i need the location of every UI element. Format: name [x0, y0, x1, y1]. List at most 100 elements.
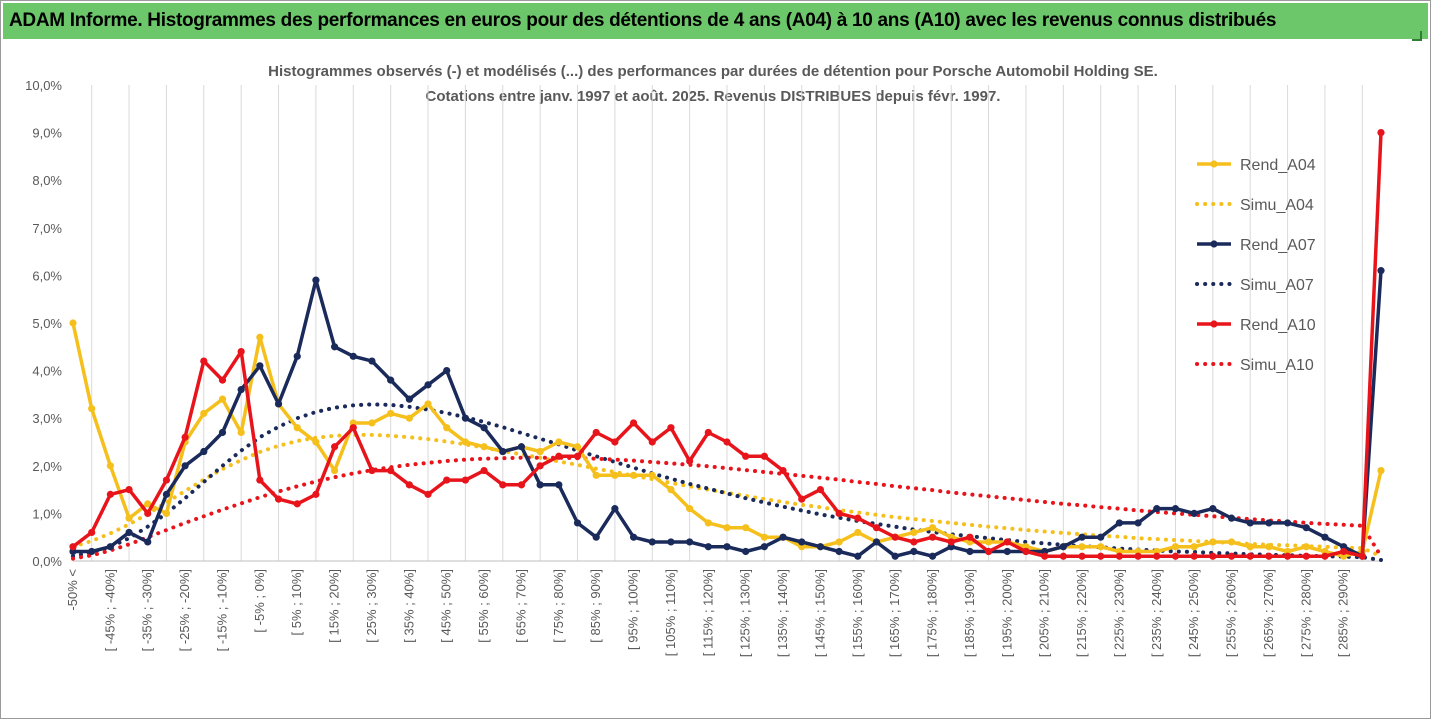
data-point [760, 533, 768, 541]
data-point [293, 424, 301, 432]
x-tick-label: [ -25% ; -20%] [177, 569, 192, 651]
data-point [256, 476, 264, 484]
data-point [1302, 543, 1310, 551]
x-tick-label: [ 95% ; 100%] [626, 569, 641, 650]
data-point [555, 438, 563, 446]
data-point [629, 471, 638, 479]
data-point [1003, 547, 1011, 556]
x-tick-label: [ 235% ; 240%] [1149, 569, 1164, 657]
data-point [816, 543, 825, 551]
data-point [1078, 543, 1086, 551]
data-point [928, 533, 937, 541]
data-point [872, 538, 881, 546]
data-point [1115, 552, 1123, 560]
data-point [742, 452, 750, 460]
data-point [723, 543, 731, 551]
data-point [1265, 519, 1273, 527]
series-rend-a04 [69, 319, 1385, 560]
data-point [1246, 543, 1254, 551]
data-point [1115, 519, 1123, 527]
legend-item-rend-a10: Rend_A10 [1197, 317, 1316, 334]
data-point [1283, 519, 1292, 527]
x-tick-label: [ 55% ; 60%] [476, 569, 491, 643]
data-point [1302, 524, 1310, 532]
x-tick-label: [ 195% ; 200%] [999, 569, 1014, 657]
y-axis: 0,0% 1,0% 2,0% 3,0% 4,0% 5,0% 6,0% 7,0% 8,0% 9,0%… [25, 78, 62, 569]
corner-marker-icon [1412, 31, 1422, 41]
data-point [536, 481, 544, 489]
x-tick-label: [ 275% ; 280%] [1298, 569, 1313, 657]
legend-label: Rend_A04 [1240, 157, 1316, 174]
data-point [424, 400, 432, 408]
data-point [835, 547, 843, 556]
data-point [723, 524, 731, 532]
data-point [69, 543, 77, 551]
data-point [742, 547, 750, 556]
data-point [1003, 538, 1011, 546]
data-point [928, 552, 937, 560]
x-tick-label: [ 265% ; 270%] [1261, 569, 1276, 657]
data-point [200, 409, 208, 418]
data-point [443, 367, 451, 375]
data-point [517, 443, 526, 451]
data-point [1377, 267, 1385, 275]
data-point [947, 538, 955, 546]
data-point [144, 509, 152, 517]
legend-item-simu-a04: Simu_A04 [1195, 197, 1314, 214]
x-axis: -50% < [ -45% ; -40%] [ -35% ; -30%] [ -25%… [65, 569, 1351, 657]
y-tick-label: 2,0% [32, 459, 62, 474]
data-point [387, 466, 395, 475]
data-point [480, 466, 488, 475]
data-point [405, 414, 413, 422]
legend-item-simu-a07: Simu_A07 [1195, 277, 1314, 294]
data-point [349, 424, 357, 432]
data-point [461, 438, 469, 446]
legend-label: Rend_A07 [1240, 237, 1316, 254]
data-point [218, 428, 227, 437]
data-point [237, 386, 245, 394]
data-point [798, 495, 806, 503]
data-point [816, 486, 825, 494]
data-point [1265, 543, 1273, 551]
data-point [667, 424, 675, 432]
data-point [499, 481, 507, 489]
data-point [1377, 466, 1385, 475]
data-point [723, 438, 731, 446]
data-point [1153, 505, 1161, 513]
data-point [1171, 505, 1180, 513]
legend-label: Simu_A04 [1240, 197, 1314, 214]
y-tick-label: 7,0% [32, 221, 62, 236]
data-point [312, 438, 320, 446]
histogram-chart: Histogrammes observés (-) et modélisés (… [25, 63, 1385, 657]
data-point [835, 538, 843, 546]
data-point [144, 538, 152, 546]
data-point [592, 533, 600, 541]
data-point [1097, 552, 1105, 560]
data-point [1377, 129, 1385, 137]
x-tick-label: [ 125% ; 130%] [738, 569, 753, 657]
data-point [1302, 552, 1310, 560]
data-point [1321, 533, 1329, 541]
data-point [854, 552, 862, 560]
data-point [200, 447, 208, 456]
data-point [1190, 543, 1198, 551]
data-point [798, 538, 806, 546]
data-point [461, 476, 469, 484]
data-point [256, 333, 264, 341]
data-point [368, 466, 376, 475]
data-point [966, 533, 974, 541]
data-point [1153, 552, 1161, 560]
legend-label: Simu_A10 [1240, 357, 1314, 374]
data-point [368, 357, 376, 365]
data-point [1227, 514, 1236, 522]
x-tick-label: [ 45% ; 50%] [439, 569, 454, 643]
data-point [461, 414, 469, 422]
data-point [1041, 552, 1049, 560]
y-tick-label: 8,0% [32, 173, 62, 188]
data-point [985, 547, 993, 556]
data-point [368, 419, 376, 427]
series-lines [69, 129, 1385, 562]
data-point [387, 376, 395, 384]
y-tick-label: 10,0% [25, 78, 62, 93]
data-point [1134, 519, 1142, 527]
